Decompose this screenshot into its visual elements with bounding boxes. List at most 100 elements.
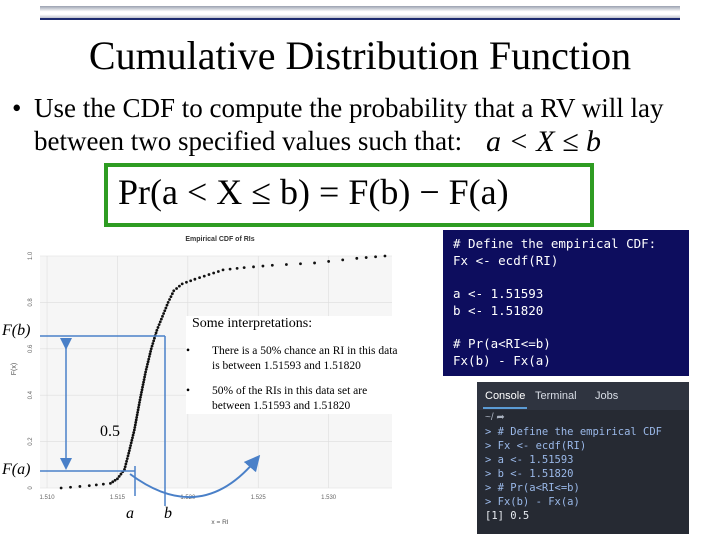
ecdf-point (285, 263, 288, 266)
ecdf-point (270, 263, 274, 267)
ecdf-point (136, 411, 140, 414)
ecdf-point (164, 306, 168, 310)
tab-console[interactable]: Console (485, 390, 526, 402)
chart-title: Empirical CDF of RIs (185, 236, 254, 243)
x-tick-label: 1.530 (321, 495, 337, 501)
label-half: 0.5 (100, 423, 120, 440)
ecdf-point (144, 370, 148, 374)
label-a: a (126, 505, 134, 522)
ecdf-point (59, 486, 63, 490)
ecdf-point (156, 326, 160, 329)
ecdf-point (132, 431, 136, 434)
ecdf-point (235, 266, 239, 270)
ecdf-point (154, 331, 158, 335)
slide-top-rule (40, 18, 680, 20)
code-line: b <- 1.51820 (453, 303, 544, 318)
chart-xlabel: x = RI (211, 519, 228, 526)
ecdf-point (125, 457, 129, 461)
ecdf-point (124, 462, 128, 466)
ecdf-point (189, 279, 193, 283)
ecdf-point (144, 368, 148, 371)
console-line: > # Pr(a<RI<=b) (485, 482, 580, 494)
console-tab-bar: Console Terminal Jobs (477, 382, 689, 410)
ecdf-point (175, 287, 178, 290)
x-tick-label: 1.515 (110, 495, 126, 501)
item-bullet: • (186, 345, 191, 357)
ecdf-point (132, 428, 136, 432)
ecdf-point (137, 403, 141, 407)
ecdf-point (147, 357, 151, 361)
ecdf-point (221, 268, 225, 272)
ecdf-point (138, 400, 141, 404)
ecdf-point (119, 472, 123, 476)
y-tick-label: 0.2 (28, 437, 34, 446)
code-line: Fx <- ecdf(RI) (453, 253, 559, 268)
ecdf-point (151, 342, 155, 345)
ecdf-point (116, 477, 119, 481)
x-tick-label: 1.510 (40, 495, 56, 501)
ecdf-point (146, 362, 149, 366)
label-Fa: F(a) (2, 461, 31, 478)
console-line: > Fx <- ecdf(RI) (485, 440, 587, 452)
ecdf-point (131, 433, 135, 437)
chart-points (59, 254, 387, 490)
tab-jobs[interactable]: Jobs (595, 390, 619, 402)
console-line: > b <- 1.51820 (485, 468, 574, 480)
ecdf-point (228, 267, 232, 271)
ecdf-point (150, 344, 154, 348)
ecdf-point (163, 309, 167, 313)
code-line: a <- 1.51593 (453, 286, 544, 301)
ecdf-point (136, 408, 140, 412)
ecdf-point (157, 323, 161, 327)
tab-terminal[interactable]: Terminal (535, 390, 577, 402)
ecdf-point (172, 289, 176, 293)
ecdf-point (168, 298, 171, 301)
ecdf-point (137, 405, 140, 409)
ecdf-point (212, 271, 216, 275)
ecdf-point (113, 478, 117, 482)
ecdf-point (134, 418, 138, 422)
ecdf-point (180, 282, 184, 286)
console-line: > a <- 1.51593 (485, 454, 574, 466)
ecdf-point (94, 483, 98, 487)
ecdf-point (78, 485, 82, 488)
ecdf-point (216, 270, 220, 273)
x-tick-label: 1.525 (251, 495, 267, 501)
slide-top-bar (40, 6, 680, 20)
ecdf-point (131, 436, 134, 440)
ecdf-point (134, 421, 138, 424)
ecdf-point (313, 261, 316, 265)
chart-arrows (40, 335, 261, 506)
ecdf-point (374, 255, 377, 259)
curved-arrow (129, 454, 261, 499)
ecdf-point (252, 265, 255, 269)
interpretation-heading: Some interpretations: (192, 316, 313, 331)
ecdf-point (158, 320, 162, 324)
interpretation-text-1: There is a 50% chance an RI in this data… (212, 345, 398, 372)
ecdf-point (193, 277, 197, 281)
console-output: [1] 0.5 (485, 510, 530, 522)
ecdf-point (87, 484, 91, 488)
ecdf-point (207, 273, 211, 276)
console-path[interactable]: ~/ ➦ (485, 412, 505, 423)
interpretation-text-2: 50% of the RIs in this data set are betw… (212, 385, 368, 412)
ecdf-point (146, 360, 150, 364)
item-bullet: • (186, 385, 191, 397)
ecdf-point (129, 444, 132, 447)
y-tick-label: 0.6 (28, 344, 34, 353)
formula-box: Pr(a < X ≤ b) = F(b) − F(a) (104, 163, 594, 227)
ecdf-point (355, 256, 359, 260)
ecdf-point (130, 438, 134, 442)
ecdf-point (133, 423, 137, 427)
ecdf-point (143, 373, 147, 376)
ecdf-point (117, 475, 121, 478)
ecdf-point (126, 454, 130, 458)
ecdf-point (101, 482, 105, 486)
ecdf-point (153, 336, 156, 340)
ecdf-point (129, 441, 133, 445)
ecdf-point (139, 393, 143, 397)
ecdf-point (149, 347, 153, 351)
ecdf-point (169, 295, 173, 298)
ecdf-point (139, 395, 142, 399)
ecdf-point (143, 375, 146, 379)
